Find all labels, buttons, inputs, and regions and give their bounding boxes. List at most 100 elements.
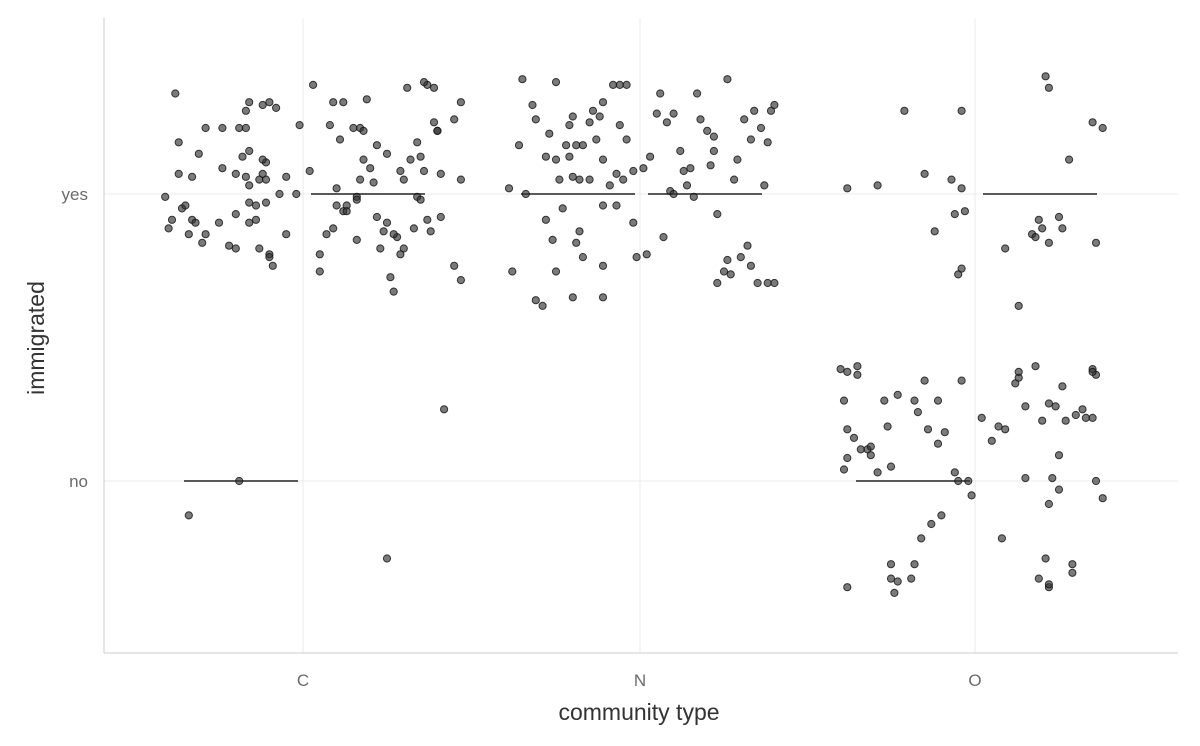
- data-point: [843, 453, 852, 463]
- data-point: [1078, 405, 1087, 414]
- data-point: [873, 468, 882, 477]
- data-point: [1081, 413, 1091, 422]
- data-point: [1048, 474, 1057, 483]
- data-point: [1068, 568, 1077, 577]
- data-point: [639, 164, 648, 173]
- data-point: [632, 253, 641, 262]
- data-point: [551, 78, 561, 87]
- data-point: [551, 155, 561, 164]
- data-point: [646, 152, 655, 161]
- y-tick-label-no: no: [69, 472, 88, 491]
- data-point: [194, 149, 203, 158]
- data-point: [883, 422, 892, 431]
- segment-markers: [184, 193, 1097, 482]
- data-point: [389, 230, 398, 239]
- data-point: [763, 138, 772, 147]
- data-point: [261, 175, 271, 184]
- data-point: [726, 270, 735, 279]
- data-point: [950, 468, 959, 477]
- data-point: [719, 267, 729, 276]
- data-point: [518, 75, 527, 84]
- data-point: [836, 365, 845, 374]
- data-point: [1031, 362, 1040, 371]
- data-point: [585, 118, 594, 127]
- data-point: [1054, 451, 1064, 460]
- data-point: [575, 175, 584, 184]
- data-point: [592, 135, 601, 144]
- data-point: [332, 201, 341, 210]
- data-point: [235, 123, 244, 133]
- data-point: [1044, 399, 1054, 408]
- data-point: [265, 253, 274, 262]
- data-point: [258, 155, 267, 164]
- data-point: [231, 210, 240, 219]
- data-point: [362, 95, 371, 104]
- data-point: [541, 152, 551, 161]
- data-point: [849, 433, 859, 442]
- data-point: [231, 169, 240, 178]
- data-point: [609, 80, 618, 90]
- data-point: [572, 141, 581, 150]
- data-point: [251, 215, 261, 224]
- x-tick-label-N: N: [634, 671, 646, 690]
- data-point: [743, 241, 752, 250]
- data-point: [235, 476, 244, 486]
- data-point: [292, 189, 301, 199]
- data-point: [359, 155, 368, 164]
- data-point: [419, 78, 429, 87]
- data-point: [886, 560, 896, 569]
- data-point: [760, 181, 769, 190]
- data-point: [282, 230, 291, 239]
- data-point: [1091, 238, 1101, 247]
- data-point: [612, 201, 621, 210]
- data-point: [504, 184, 514, 193]
- data-point: [987, 436, 996, 445]
- data-point: [933, 439, 943, 448]
- data-point: [329, 98, 338, 107]
- data-point: [588, 106, 598, 115]
- data-point: [913, 408, 923, 417]
- data-point: [997, 534, 1007, 543]
- data-point: [258, 100, 267, 110]
- data-point: [615, 80, 624, 90]
- data-point: [578, 253, 588, 262]
- data-point: [568, 293, 577, 302]
- data-point: [873, 181, 882, 190]
- data-point: [322, 230, 331, 239]
- data-point: [245, 146, 254, 156]
- data-point: [456, 175, 465, 184]
- tick-labels: C N Ono yes: [62, 185, 982, 690]
- data-point: [853, 370, 862, 379]
- data-point: [686, 164, 695, 173]
- data-point: [843, 184, 852, 193]
- data-point: [389, 287, 398, 296]
- data-point: [413, 138, 422, 147]
- data-point: [335, 135, 345, 144]
- data-point: [957, 106, 966, 115]
- data-point: [309, 80, 318, 90]
- data-point: [950, 210, 959, 219]
- data-point: [598, 261, 608, 270]
- data-point: [551, 267, 561, 276]
- data-point: [923, 425, 933, 434]
- data-point: [315, 267, 324, 276]
- data-point: [736, 253, 745, 262]
- data-point: [1001, 425, 1010, 434]
- data-point: [429, 83, 439, 92]
- axes: [103, 18, 1178, 654]
- data-point: [967, 491, 976, 500]
- data-point: [578, 141, 588, 150]
- data-point: [740, 115, 749, 124]
- data-point: [558, 204, 567, 213]
- data-point: [1065, 155, 1074, 164]
- data-point: [957, 184, 966, 193]
- data-point: [568, 112, 577, 121]
- data-point: [696, 115, 705, 124]
- data-point: [514, 141, 524, 150]
- data-point: [676, 146, 685, 156]
- data-point: [366, 164, 375, 173]
- data-point: [957, 376, 966, 385]
- data-point: [268, 261, 277, 270]
- y-tick-label-yes: yes: [62, 185, 88, 204]
- data-point: [386, 273, 395, 282]
